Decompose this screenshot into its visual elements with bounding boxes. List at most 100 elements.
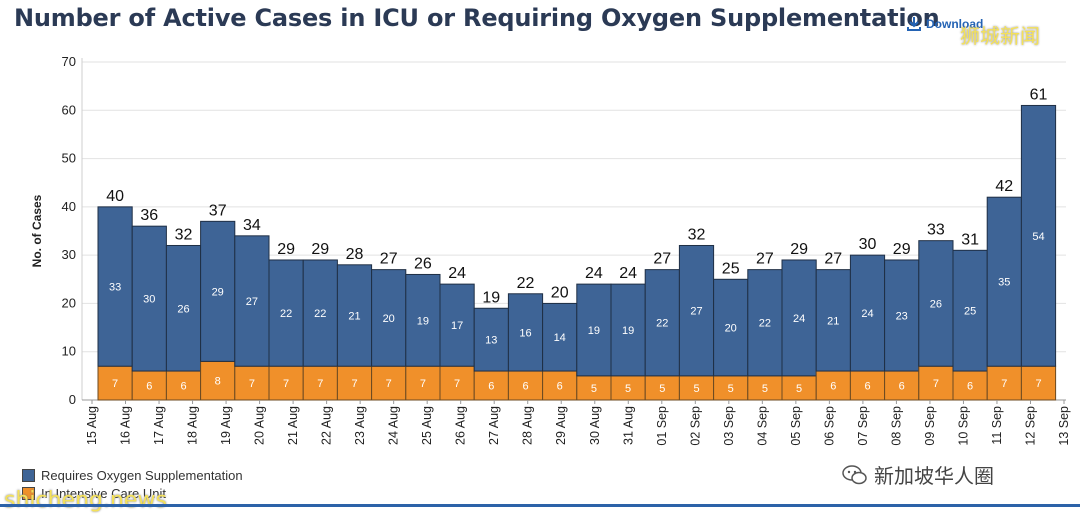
data-label-oxygen: 24 <box>793 313 805 325</box>
legend: Requires Oxygen Supplementation In Inten… <box>22 466 243 502</box>
data-label-icu: 7 <box>112 378 118 390</box>
data-label-total: 22 <box>517 275 535 292</box>
x-tick-label: 18 Aug <box>186 406 200 445</box>
data-label-icu: 5 <box>762 383 768 395</box>
data-label-oxygen: 16 <box>519 327 531 339</box>
data-label-oxygen: 27 <box>690 306 702 318</box>
data-label-total: 29 <box>790 241 808 258</box>
bar-oxygen <box>952 249 988 372</box>
data-label-icu: 5 <box>796 383 802 395</box>
y-tick-label: 60 <box>62 102 76 117</box>
bottom-divider <box>0 504 1080 507</box>
x-tick-label: 17 Aug <box>152 406 166 445</box>
data-label-total: 32 <box>688 226 706 243</box>
legend-item-icu: In Intensive Care Unit <box>22 484 243 502</box>
data-label-oxygen: 54 <box>1032 231 1044 243</box>
data-label-icu: 5 <box>693 383 699 395</box>
data-label-oxygen: 20 <box>725 323 737 335</box>
data-label-icu: 7 <box>420 378 426 390</box>
data-label-oxygen: 23 <box>896 311 908 323</box>
x-tick-label: 03 Sep <box>722 406 736 446</box>
data-label-total: 27 <box>380 251 398 268</box>
data-label-total: 28 <box>346 246 364 263</box>
data-label-oxygen: 19 <box>622 325 634 337</box>
x-tick-label: 29 Aug <box>554 406 568 445</box>
data-label-icu: 6 <box>864 381 870 393</box>
bar-oxygen <box>849 254 886 372</box>
data-label-total: 24 <box>619 265 637 282</box>
x-tick-label: 09 Sep <box>923 406 937 446</box>
legend-label-icu: In Intensive Care Unit <box>41 485 167 501</box>
bar-oxygen <box>268 259 304 367</box>
bar-oxygen <box>747 269 783 377</box>
data-label-total: 29 <box>311 241 329 258</box>
y-axis-title: No. of Cases <box>30 194 44 267</box>
data-label-icu: 7 <box>1035 378 1041 390</box>
bar-icu <box>644 375 680 401</box>
data-label-total: 30 <box>859 236 877 253</box>
data-label-total: 42 <box>995 178 1013 195</box>
bar-icu <box>1020 365 1057 401</box>
data-label-total: 61 <box>1030 86 1048 103</box>
data-label-oxygen: 22 <box>656 318 668 330</box>
data-label-total: 27 <box>653 251 671 268</box>
bar-oxygen <box>542 302 578 372</box>
x-tick-label: 05 Sep <box>789 406 803 446</box>
download-label: Download <box>926 17 984 31</box>
x-tick-label: 26 Aug <box>454 406 468 445</box>
x-tick-label: 19 Aug <box>219 406 233 445</box>
data-label-total: 24 <box>585 265 603 282</box>
bar-oxygen <box>336 264 373 367</box>
data-label-total: 33 <box>927 222 945 239</box>
data-label-icu: 5 <box>659 383 665 395</box>
chart-title: Number of Active Cases in ICU or Requiri… <box>14 4 940 32</box>
bar-oxygen <box>507 293 544 372</box>
bar-oxygen <box>713 278 749 377</box>
data-label-oxygen: 21 <box>827 315 839 327</box>
watermark-right-text: 新加坡华人圈 <box>874 464 994 488</box>
data-label-icu: 6 <box>557 381 563 393</box>
bar-icu <box>507 370 544 401</box>
data-label-icu: 6 <box>899 381 905 393</box>
bar-oxygen <box>781 259 817 377</box>
data-label-total: 26 <box>414 255 432 272</box>
bar-oxygen <box>576 283 612 377</box>
y-tick-label: 0 <box>69 392 76 407</box>
x-tick-label: 01 Sep <box>655 406 669 446</box>
download-icon <box>907 17 921 31</box>
bar-icu <box>678 375 715 401</box>
data-label-total: 37 <box>209 202 227 219</box>
x-tick-label: 25 Aug <box>420 406 434 445</box>
bar-icu <box>849 370 886 401</box>
data-label-oxygen: 25 <box>964 306 976 318</box>
data-label-icu: 6 <box>830 381 836 393</box>
data-label-total: 27 <box>824 251 842 268</box>
x-tick-label: 13 Sep <box>1057 406 1071 446</box>
y-tick-label: 50 <box>62 151 76 166</box>
data-label-oxygen: 35 <box>998 277 1010 289</box>
bar-icu <box>268 365 304 401</box>
data-label-icu: 7 <box>249 378 255 390</box>
bar-oxygen <box>302 259 338 367</box>
bar-icu <box>439 365 475 401</box>
data-label-total: 27 <box>756 251 774 268</box>
y-tick-label: 20 <box>62 295 76 310</box>
data-label-total: 31 <box>961 231 979 248</box>
download-button[interactable]: Download <box>906 16 983 32</box>
data-label-icu: 6 <box>522 381 528 393</box>
legend-swatch-oxygen <box>22 468 35 482</box>
x-tick-label: 11 Sep <box>990 406 1004 445</box>
data-label-oxygen: 22 <box>759 318 771 330</box>
data-label-oxygen: 17 <box>451 320 463 332</box>
data-label-icu: 7 <box>283 378 289 390</box>
data-label-icu: 8 <box>215 376 221 388</box>
data-label-oxygen: 13 <box>485 335 497 347</box>
data-label-icu: 7 <box>317 378 323 390</box>
x-tick-label: 22 Aug <box>320 406 334 445</box>
data-label-total: 34 <box>243 217 261 234</box>
data-label-oxygen: 33 <box>109 282 121 294</box>
y-tick-label: 40 <box>62 199 76 214</box>
y-tick-label: 10 <box>62 344 76 359</box>
wechat-icon <box>842 464 867 484</box>
bar-oxygen <box>473 307 509 372</box>
